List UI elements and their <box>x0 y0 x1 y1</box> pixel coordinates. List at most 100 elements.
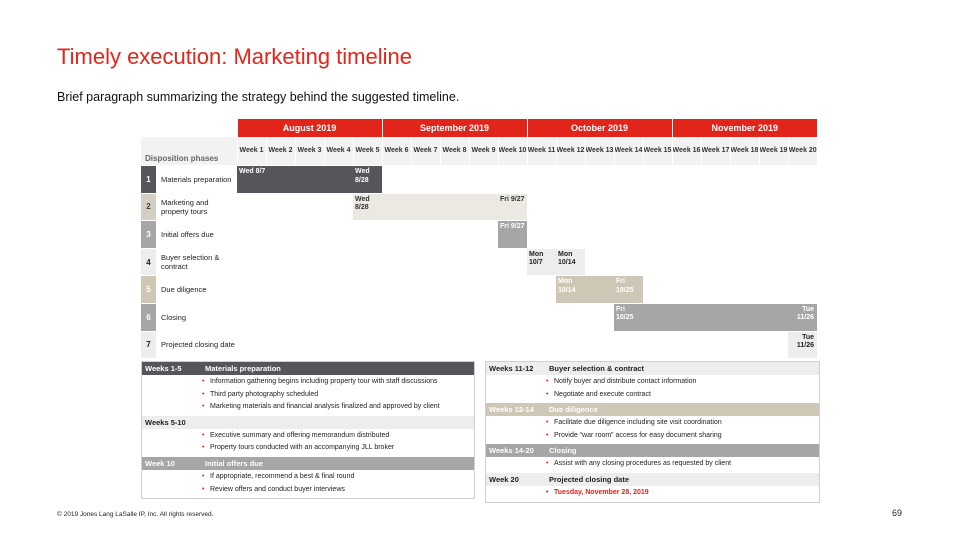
empty-cell <box>614 220 643 249</box>
empty-cell <box>527 302 556 332</box>
empty-cell <box>469 330 498 359</box>
empty-cell <box>788 192 817 221</box>
phase-bar-cell <box>266 165 295 194</box>
phase-row: 4 Buyer selection & contract Mon 10/7 Mon 1… <box>141 247 817 276</box>
week-header: Week 7 <box>410 137 440 166</box>
week-header: Week 11 <box>526 137 556 166</box>
detail-section-title: Initial offers due <box>205 458 263 468</box>
detail-section-title: Due diligence <box>549 405 598 415</box>
empty-cell <box>237 330 266 359</box>
empty-cell <box>353 247 382 276</box>
empty-cell <box>411 247 440 276</box>
phase-bar-cell: Mon 10/14 <box>556 275 585 304</box>
empty-cell <box>469 247 498 276</box>
empty-cell <box>701 220 730 249</box>
empty-cell <box>701 330 730 359</box>
empty-cell <box>643 220 672 249</box>
week-header: Week 15 <box>642 137 672 166</box>
phase-bar-cell: Fri 9/27 <box>498 220 527 249</box>
phase-number: 2 <box>141 192 156 221</box>
empty-cell <box>672 275 701 304</box>
detail-bullet-item: Negotiate and execute contract <box>546 389 819 402</box>
detail-bullet-item: Assist with any closing procedures as re… <box>546 458 819 471</box>
phase-number: 1 <box>141 165 156 194</box>
empty-cell <box>382 220 411 249</box>
empty-cell <box>266 192 295 221</box>
detail-weeks-label: Week 10 <box>145 458 175 468</box>
phase-start-date: Fri 9/27 <box>500 223 525 231</box>
copyright-text: © 2019 Jones Lang LaSalle IP, Inc. All r… <box>57 511 214 518</box>
week-header: Week 19 <box>758 137 788 166</box>
phase-label: Due diligence <box>156 275 237 304</box>
empty-cell <box>266 275 295 304</box>
phase-bar-cell: Wed 8/28 <box>353 165 382 194</box>
phase-start-date: Mon 10/14 <box>558 278 576 294</box>
empty-cell <box>237 302 266 332</box>
detail-bullet-list: Tuesday, November 28, 2019 <box>486 486 819 502</box>
phase-row: 3 Initial offers due Fri 9/27 <box>141 220 817 249</box>
phase-bar-cell: Wed 8/7 <box>237 165 266 194</box>
phase-bar-cell: Mon 10/7 <box>527 247 556 276</box>
detail-weeks-label: Weeks 11-12 <box>489 364 534 373</box>
empty-cell <box>759 192 788 221</box>
empty-cell <box>411 165 440 194</box>
empty-cell <box>701 192 730 221</box>
empty-cell <box>295 247 324 276</box>
detail-bullet-list: Information gathering begins including p… <box>142 375 474 416</box>
detail-section-title: Materials preparation <box>205 364 281 373</box>
detail-weeks-label: Weeks 5-10 <box>145 417 186 427</box>
detail-section-header: Weeks 14-20 Closing <box>486 444 819 458</box>
empty-cell <box>527 220 556 249</box>
empty-cell <box>643 275 672 304</box>
detail-bullet-list: Executive summary and offering memorandu… <box>142 429 474 457</box>
detail-bullet-item: Executive summary and offering memorandu… <box>202 430 474 443</box>
empty-cell <box>759 330 788 359</box>
week-header: Week 9 <box>468 137 498 166</box>
phase-bar-cell <box>585 275 614 304</box>
phase-row: 2 Marketing and property tours Wed 8/28 Fri… <box>141 192 817 221</box>
detail-section-header: Weeks 12-14 Due diligence <box>486 403 819 417</box>
phase-row: 1 Materials preparation Wed 8/7 Wed 8/28 <box>141 165 817 194</box>
empty-cell <box>295 275 324 304</box>
empty-cell <box>295 302 324 332</box>
page-number: 69 <box>891 508 902 518</box>
week-header: Week 3 <box>294 137 324 166</box>
phase-end-date: Mon 10/14 <box>558 250 576 267</box>
empty-cell <box>411 330 440 359</box>
phase-bar-cell <box>295 165 324 194</box>
detail-weeks-label: Week 20 <box>489 474 519 484</box>
empty-cell <box>585 330 614 359</box>
empty-cell <box>730 192 759 221</box>
empty-cell <box>353 275 382 304</box>
detail-section-header: Weeks 1-5 Materials preparation <box>142 362 474 375</box>
details-left-panel: Weeks 1-5 Materials preparation Informatio… <box>141 361 475 500</box>
detail-bullet-item: Property tours conducted with an accompa… <box>202 442 474 455</box>
detail-bullet-item: Information gathering begins including p… <box>202 376 474 389</box>
phase-number: 5 <box>141 275 156 304</box>
detail-bullet-item: If appropriate, recommend a best & final… <box>202 471 474 484</box>
month-header: September 2019 <box>381 119 527 137</box>
detail-bullet-item: Tuesday, November 28, 2019 <box>546 487 819 500</box>
phase-bar-cell <box>730 302 759 332</box>
empty-cell <box>672 330 701 359</box>
empty-cell <box>382 330 411 359</box>
empty-cell <box>295 192 324 221</box>
phase-start-date: Wed 8/28 <box>355 195 370 212</box>
week-header: Week 1 <box>236 137 266 166</box>
phase-row: 7 Projected closing date Tue 11/26 <box>141 330 817 359</box>
empty-cell <box>672 192 701 221</box>
phase-label: Materials preparation <box>156 165 237 194</box>
empty-cell <box>614 247 643 276</box>
phase-label: Buyer selection & contract <box>156 247 237 276</box>
empty-cell <box>324 275 353 304</box>
empty-cell <box>643 247 672 276</box>
empty-cell <box>382 275 411 304</box>
empty-cell <box>759 220 788 249</box>
empty-cell <box>266 220 295 249</box>
detail-bullet-list: Facilitate due diligence including site … <box>486 416 819 444</box>
empty-cell <box>324 192 353 221</box>
empty-cell <box>382 247 411 276</box>
empty-cell <box>527 275 556 304</box>
empty-cell <box>237 275 266 304</box>
detail-bullet-item: Marketing materials and financial analys… <box>202 401 474 414</box>
